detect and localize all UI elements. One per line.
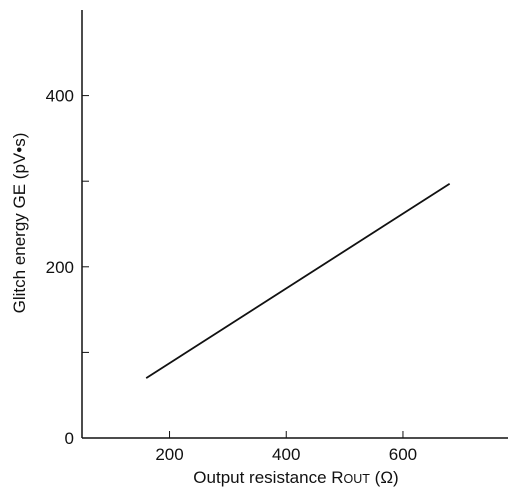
tick-labels: 200 400 600 0 200 400 — [46, 87, 418, 464]
series-line-0 — [145, 183, 451, 379]
axes — [81, 10, 508, 439]
series-layer — [145, 183, 451, 379]
y-tick-label-400: 400 — [46, 87, 74, 106]
y-axis-title: Glitch energy GE (pV•s) — [10, 133, 29, 314]
y-tick-label-0: 0 — [65, 429, 74, 448]
x-tick-label-600: 600 — [389, 445, 417, 464]
x-axis-title-subscript: OUT — [344, 472, 371, 486]
ticks — [82, 95, 404, 438]
x-tick-label-400: 400 — [272, 445, 300, 464]
x-axis-title: Output resistance ROUT (Ω) — [193, 468, 398, 487]
y-tick-label-200: 200 — [46, 258, 74, 277]
x-tick-label-200: 200 — [155, 445, 183, 464]
